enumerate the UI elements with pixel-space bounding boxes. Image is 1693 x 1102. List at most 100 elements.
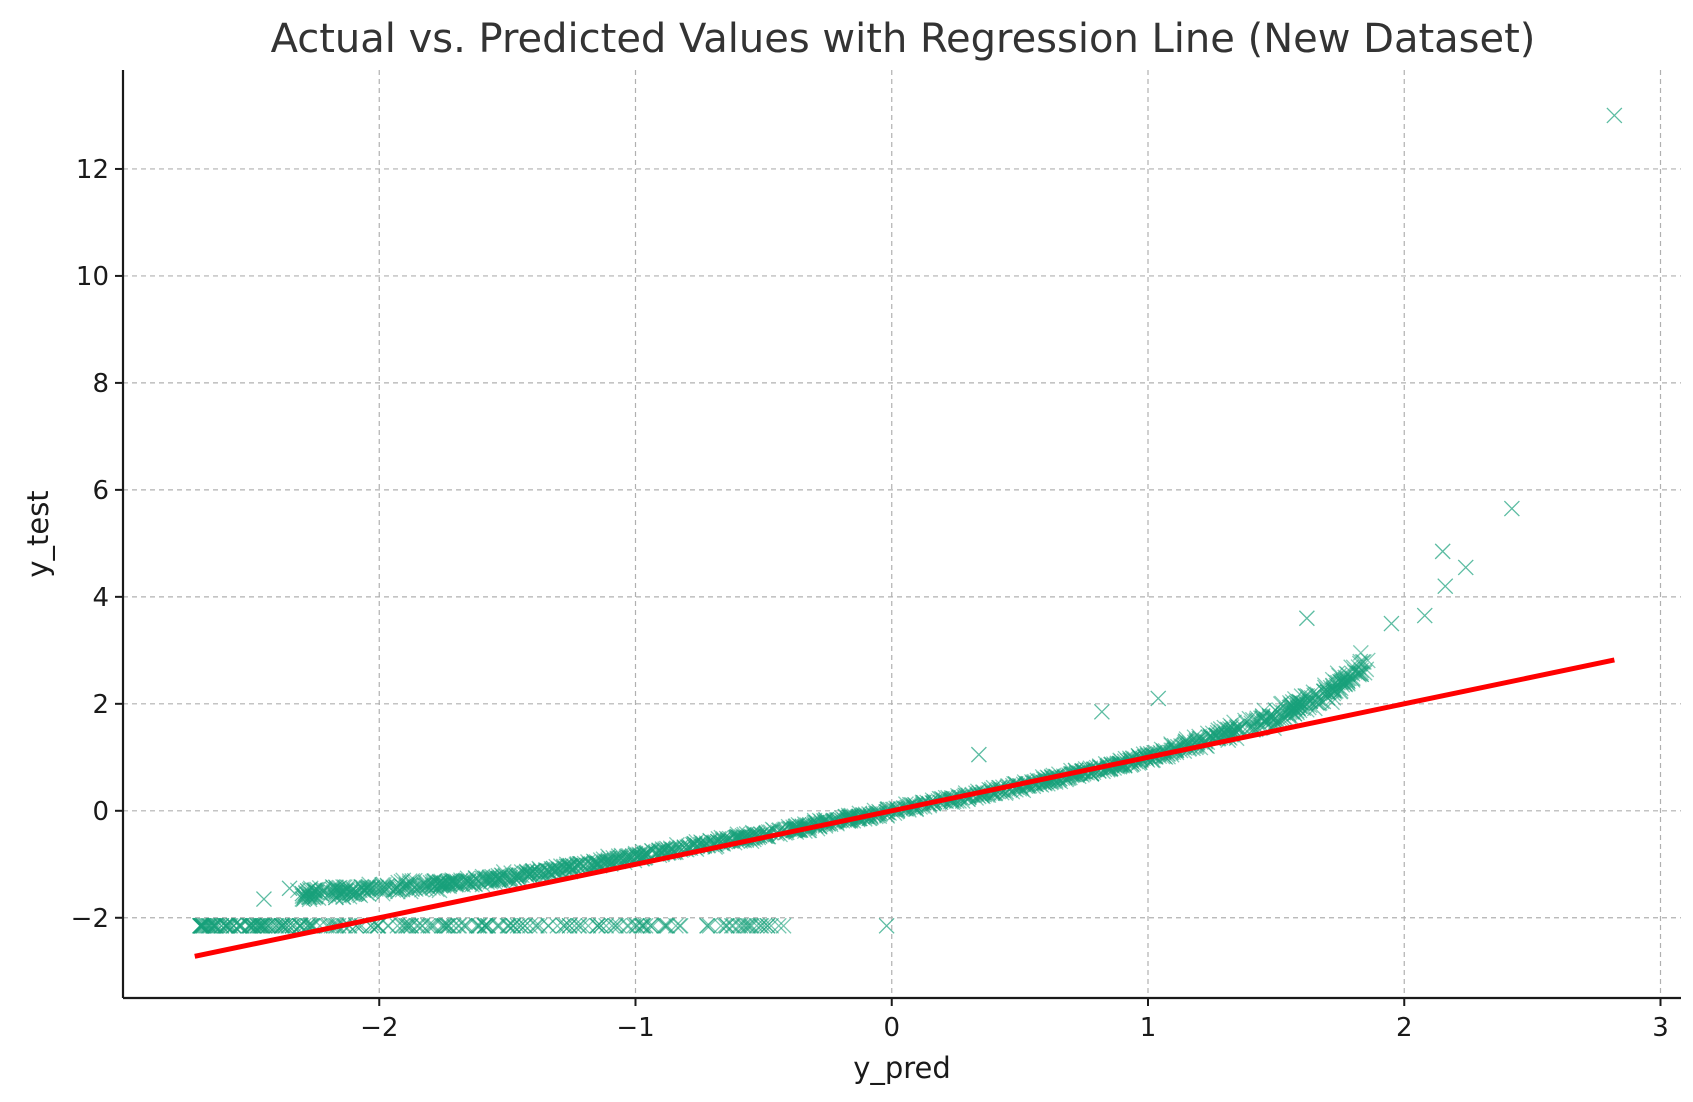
scatter-point-1760: [1606, 107, 1623, 124]
scatter-point-1198: [1325, 689, 1342, 706]
scatter-point-1756: [193, 917, 210, 934]
scatter-point-1222: [1305, 684, 1322, 701]
scatter-point-1409: [1191, 728, 1208, 745]
scatter-point-1711: [476, 917, 493, 934]
scatter-point-1674: [736, 917, 753, 934]
scatter-point-1697: [393, 917, 410, 934]
scatter-point-1678: [770, 917, 787, 934]
scatter-point-1479: [299, 883, 316, 900]
scatter-point-1701: [718, 917, 735, 934]
scatter-point-1774: [281, 880, 298, 897]
scatter-point-1767: [1298, 610, 1315, 627]
scatter-point-1739: [753, 917, 770, 934]
scatter-point-1530: [549, 917, 566, 934]
scatter-point-1703: [628, 917, 645, 934]
y-axis-label: y_test: [21, 490, 55, 577]
scatter-point-1772: [255, 891, 272, 908]
scatter-point-1290: [1311, 694, 1328, 711]
scatter-point-1475: [1268, 710, 1285, 727]
scatter-point-1734: [489, 917, 506, 934]
scatter-point-1579: [558, 917, 575, 934]
scatter-point-1721: [730, 917, 747, 934]
scatter-point-1676: [470, 917, 487, 934]
scatter-point-1146: [374, 881, 391, 897]
scatter-point-1583: [521, 917, 538, 934]
x-tick-label-3: 1: [1140, 1013, 1157, 1043]
scatter-point-1621: [491, 917, 508, 934]
scatter-point-1641: [611, 917, 627, 934]
scatter-point-1740: [291, 917, 308, 934]
scatter-point-1752: [450, 917, 467, 934]
scatter-point-1601: [725, 917, 742, 934]
scatter-point-1554: [589, 917, 606, 934]
scatter-point-1266: [483, 872, 500, 889]
scatter-point-1603: [712, 917, 729, 934]
scatter-point-1731: [380, 917, 397, 934]
scatter-point-1691: [478, 917, 494, 934]
scatter-point-1197: [418, 877, 435, 894]
scatter-point-1735: [657, 917, 674, 934]
scatter-point-1660: [759, 917, 776, 934]
chart-title: Actual vs. Predicted Values with Regress…: [271, 16, 1536, 62]
x-tick-label-2: 0: [883, 1013, 900, 1043]
scatter-point-1581: [422, 917, 439, 934]
scatter-point-1727: [395, 917, 412, 934]
y-tick-label-0: −2: [71, 904, 109, 934]
scatter-point-1433: [596, 854, 613, 871]
scatter-point-1484: [610, 850, 627, 867]
scatter-point-1723: [445, 917, 462, 934]
scatter-point-1542: [626, 917, 643, 934]
y-tick-label-4: 6: [92, 476, 109, 506]
scatter-point-1736: [262, 917, 279, 934]
scatter-point-1755: [410, 917, 427, 934]
scatter-point-1489: [506, 869, 522, 886]
scatter-point-1748: [240, 917, 257, 934]
scatter-point-1492: [339, 881, 356, 898]
scatter-point-1458: [562, 859, 579, 876]
scatter-point-1732: [775, 917, 792, 934]
scatter-point-1763: [1437, 578, 1454, 595]
scatter-point-1733: [194, 917, 211, 934]
scatter-point-1746: [701, 917, 718, 934]
scatter-point-1745: [284, 917, 301, 934]
scatter-point-1622: [598, 917, 615, 934]
scatter-point-1725: [222, 917, 239, 934]
scatter-point-1339: [394, 881, 411, 898]
scatter-point-1553: [732, 917, 749, 934]
x-axis-label: y_pred: [853, 1051, 951, 1085]
scatter-point-1439: [393, 873, 410, 890]
scatter-point-1110: [1359, 652, 1376, 669]
y-tick-label-2: 2: [92, 690, 109, 720]
scatter-point-1743: [246, 917, 263, 934]
scatter-point-1560: [699, 917, 716, 934]
scatter-point-1570: [458, 917, 475, 934]
scatter-point-1461: [331, 887, 348, 904]
scatter-point-1500: [716, 917, 733, 934]
scatter-point-1291: [658, 840, 675, 857]
scatter-point-1750: [192, 917, 209, 934]
scatter-point-1649: [424, 917, 441, 934]
scatter-point-1359: [1259, 715, 1276, 732]
y-tick-label-6: 10: [76, 262, 109, 292]
scatter-point-1209: [1283, 704, 1300, 721]
scatter-point-1385: [1303, 689, 1320, 706]
scatter-point-1747: [561, 917, 578, 934]
scatter-point-1404: [1353, 666, 1369, 683]
scatter-point-1744: [207, 917, 224, 934]
scatter-point-1753: [201, 917, 217, 934]
scatter-point-1766: [1383, 615, 1400, 632]
scatter-point-1616: [402, 917, 419, 934]
scatter-point-1710: [277, 917, 294, 934]
scatter-point-1309: [351, 882, 368, 899]
scatter-point-1335: [1278, 701, 1295, 718]
scatter-point-1488: [624, 848, 641, 864]
scatter-point-1702: [398, 917, 415, 934]
regression-line: [194, 657, 1615, 959]
x-tick-label-5: 3: [1652, 1013, 1669, 1043]
y-tick-label-5: 8: [92, 369, 109, 399]
scatter-point-1443: [465, 872, 482, 889]
scatter-point-1318: [510, 869, 527, 886]
scatter-point-1718: [607, 917, 623, 934]
scatter-point-1773: [294, 885, 311, 902]
scatter-point-1426: [579, 857, 596, 874]
